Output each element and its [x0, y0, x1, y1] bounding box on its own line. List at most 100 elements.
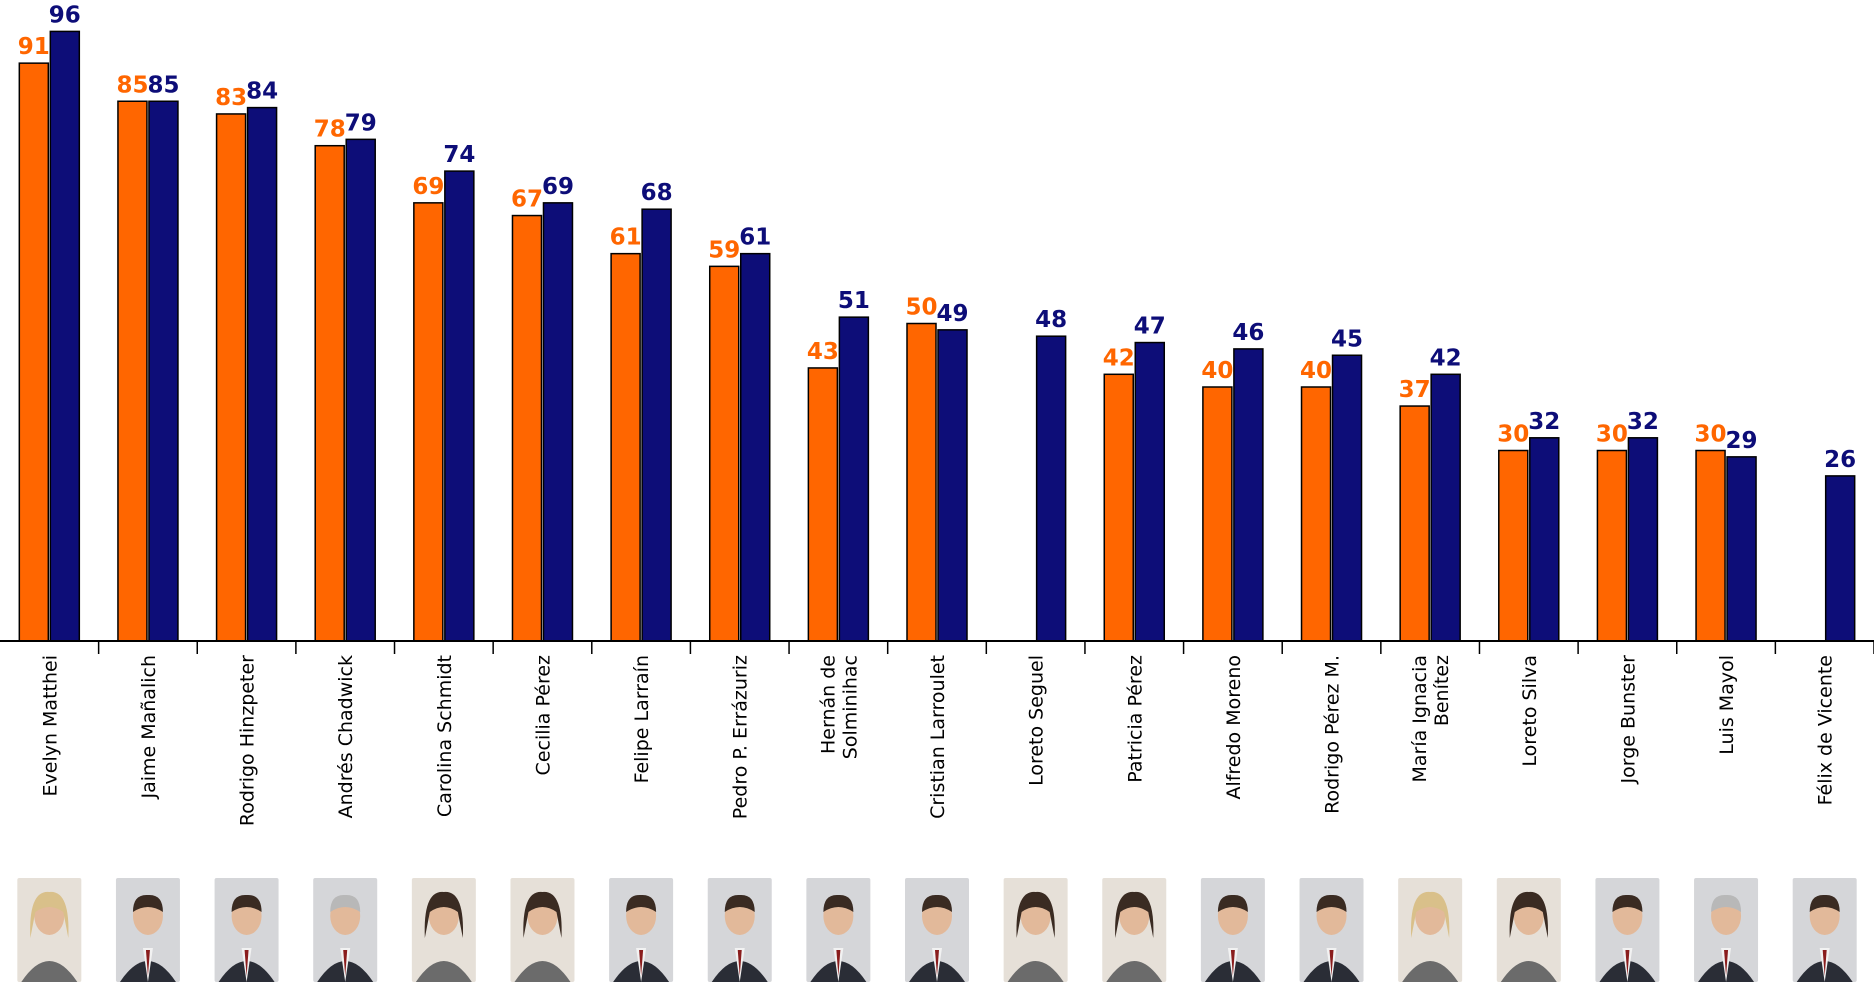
category-label: Alfredo Moreno: [1223, 655, 1245, 800]
bar-series-b: [1035, 335, 1067, 642]
portrait-photo: [707, 878, 772, 982]
category-label: Luis Mayol: [1716, 655, 1738, 755]
portrait-photo: [1595, 878, 1660, 982]
category-label: Rodrigo Hinzpeter: [237, 655, 259, 826]
category-label: Carolina Schmidt: [434, 655, 456, 817]
bar-series-b: [1824, 475, 1856, 642]
category-label: Félix de Vicente: [1815, 655, 1837, 805]
value-label-series-b: 84: [246, 79, 278, 105]
category-label: Rodrigo Pérez M.: [1322, 655, 1344, 814]
portrait-photo: [17, 878, 82, 982]
value-label-series-b: 45: [1331, 326, 1363, 352]
value-label-series-b: 32: [1528, 409, 1560, 435]
bar-series-b: [1233, 348, 1264, 642]
bar-series-b: [1331, 354, 1363, 642]
value-label-series-b: 42: [1430, 345, 1462, 371]
bar-series-b: [345, 138, 376, 642]
bar-series-a: [18, 62, 50, 642]
portrait-photo: [115, 878, 180, 982]
value-label-series-a: 67: [511, 187, 543, 213]
value-label-series-b: 51: [838, 288, 870, 314]
bar-series-a: [1695, 449, 1726, 642]
value-label-series-a: 91: [18, 34, 50, 60]
bar-series-a: [215, 113, 247, 642]
value-label-series-a: 61: [610, 225, 642, 251]
value-label-series-b: 32: [1627, 409, 1659, 435]
value-label-series-b: 48: [1035, 307, 1067, 333]
portrait-photo: [1200, 878, 1265, 982]
portrait-photo: [1102, 878, 1167, 982]
value-label-series-a: 43: [807, 339, 839, 365]
category-label: Cecilia Pérez: [532, 655, 554, 775]
bar-series-a: [314, 144, 345, 642]
value-label-series-a: 85: [116, 72, 148, 98]
bar-series-b: [1726, 456, 1757, 642]
bar-series-b: [641, 208, 672, 642]
bar-series-b: [739, 252, 771, 642]
value-label-series-b: 69: [542, 174, 574, 200]
value-label-series-a: 37: [1399, 377, 1431, 403]
bar-series-b: [246, 106, 278, 642]
value-label-series-b: 49: [936, 301, 968, 327]
portrait-photo: [1003, 878, 1068, 982]
bar-series-b: [1529, 437, 1560, 642]
category-labels: Evelyn Matthei Jaime Mañalich Rodrigo Hinz…: [39, 655, 1836, 826]
portrait-photo: [411, 878, 476, 982]
bar-series-a: [1202, 386, 1233, 642]
bar-series-a: [117, 100, 148, 642]
value-label-series-a: 83: [215, 85, 247, 111]
value-label-series-b: 68: [641, 180, 673, 206]
value-label-series-a: 78: [314, 117, 346, 143]
bar-series-a: [1399, 405, 1430, 642]
value-label-series-a: 42: [1103, 345, 1135, 371]
bars-layer: [18, 30, 1856, 642]
category-label: Pedro P. Errázuriz: [730, 655, 752, 819]
portrait-photo: [609, 878, 674, 982]
value-label-series-b: 74: [443, 142, 475, 168]
bar-series-a: [511, 214, 543, 642]
bar-series-a: [1103, 373, 1135, 642]
bar-series-b: [49, 30, 81, 642]
portrait-photo: [313, 878, 378, 982]
portrait-photo: [1398, 878, 1463, 982]
value-label-series-a: 30: [1497, 422, 1529, 448]
category-label: Andrés Chadwick: [335, 655, 357, 818]
bar-series-b: [1430, 373, 1461, 642]
portrait-photo: [1694, 878, 1759, 982]
bar-series-b: [937, 329, 968, 642]
photo-row: [17, 878, 1857, 982]
value-label-series-b: 61: [739, 225, 771, 251]
category-label: Cristian Larroulet: [927, 655, 949, 819]
bar-series-b: [1134, 341, 1166, 642]
bar-series-b: [542, 202, 574, 642]
value-label-series-b: 96: [49, 2, 81, 28]
value-label-series-a: 59: [708, 237, 740, 263]
category-label: Patricia Pérez: [1124, 655, 1146, 783]
bar-series-a: [906, 322, 937, 642]
bar-series-b: [148, 100, 179, 642]
category-label: Felipe Larraín: [631, 655, 653, 783]
x-axis-ticks: [97, 641, 1874, 654]
bar-series-a: [1498, 449, 1529, 642]
category-label: Loreto Silva: [1519, 655, 1541, 767]
category-label: Loreto Seguel: [1026, 655, 1048, 786]
value-label-series-a: 40: [1300, 358, 1332, 384]
value-label-series-a: 69: [412, 174, 444, 200]
bar-series-a: [708, 265, 740, 642]
portrait-photo: [510, 878, 575, 982]
value-label-series-b: 29: [1726, 428, 1758, 454]
bar-series-a: [1596, 449, 1628, 642]
category-label: María IgnaciaBenítez: [1409, 655, 1453, 783]
category-label: Evelyn Matthei: [39, 655, 61, 797]
bar-series-b: [444, 170, 475, 642]
portrait-photo: [1792, 878, 1857, 982]
bar-series-a: [413, 202, 444, 642]
category-label: Jaime Mañalich: [138, 655, 160, 800]
value-label-series-b: 47: [1134, 314, 1166, 340]
bar-series-a: [1300, 386, 1332, 642]
portrait-photo: [1496, 878, 1561, 982]
portrait-photo: [905, 878, 969, 982]
bar-series-b: [838, 316, 870, 642]
